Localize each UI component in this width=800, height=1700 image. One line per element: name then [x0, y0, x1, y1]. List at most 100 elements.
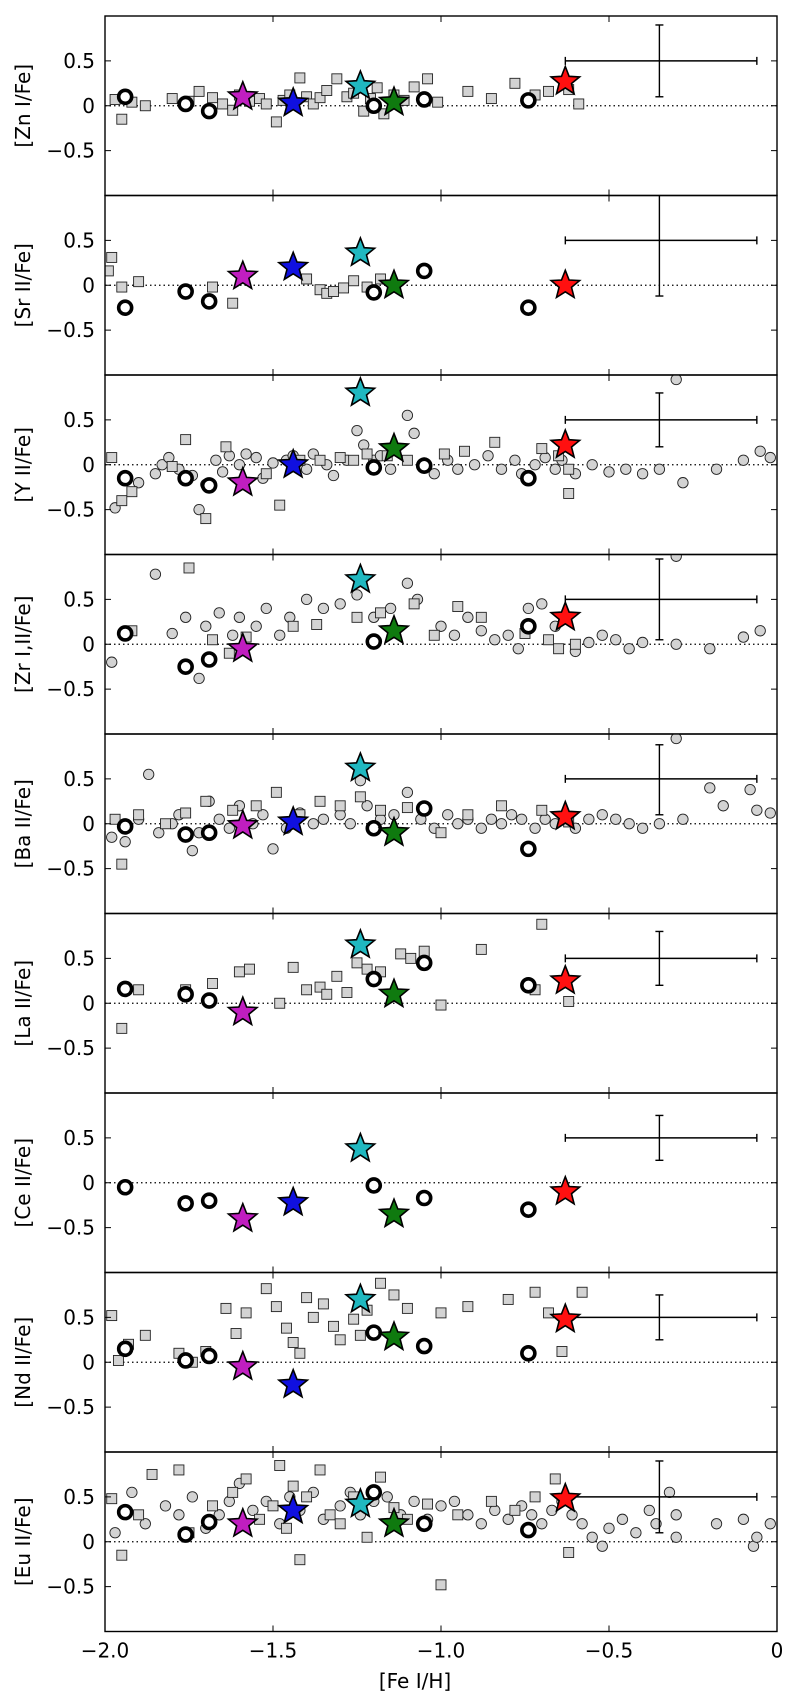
- sample-square: [116, 113, 128, 125]
- sample-circle: [515, 813, 528, 825]
- sample-square: [270, 116, 282, 128]
- y-tick-label: 0: [82, 812, 95, 836]
- star-green-marker: [377, 1197, 411, 1229]
- sample-square: [401, 802, 413, 814]
- sample-circle: [704, 782, 716, 794]
- sample-square: [422, 73, 434, 85]
- sample-circle: [240, 448, 252, 460]
- panel-frame: [104, 1092, 778, 1274]
- star-red-marker: [549, 268, 582, 300]
- star-magenta-marker: [226, 808, 260, 840]
- sample-circle: [596, 1540, 608, 1552]
- sample-circle: [119, 836, 131, 848]
- y-axis-label: [La II/Fe]: [11, 960, 35, 1047]
- program-star-circle: [520, 1344, 537, 1362]
- y-tick-label: 0.5: [63, 228, 95, 252]
- sample-circle: [764, 807, 776, 819]
- sample-square: [180, 434, 192, 446]
- sample-square: [116, 281, 128, 293]
- panel-data: [106, 375, 776, 525]
- sample-square: [294, 72, 306, 84]
- sample-circle: [737, 631, 750, 643]
- star-magenta-marker: [226, 995, 260, 1027]
- sample-square: [408, 598, 420, 610]
- sample-square: [294, 1554, 306, 1566]
- sample-circle: [475, 625, 487, 637]
- program-star-circle: [520, 617, 537, 635]
- sample-circle: [126, 1486, 138, 1499]
- y-tick-label: −0.5: [46, 498, 95, 522]
- sample-circle: [670, 1531, 682, 1543]
- sample-square: [489, 436, 501, 448]
- sample-square: [166, 461, 178, 472]
- program-star-circle: [520, 469, 537, 487]
- sample-circle: [744, 783, 756, 796]
- program-star-circle: [520, 976, 537, 994]
- sample-square: [314, 981, 326, 993]
- sample-square: [354, 1329, 366, 1341]
- sample-square: [331, 970, 343, 982]
- sample-circle: [452, 463, 464, 475]
- program-star-circle: [520, 1201, 537, 1218]
- star-blue-marker: [276, 1185, 310, 1217]
- program-star-circle: [365, 633, 383, 650]
- program-star-circle: [116, 1340, 134, 1358]
- x-tick-label: −2.0: [81, 1639, 130, 1663]
- sample-circle: [267, 457, 279, 469]
- sample-circle: [351, 589, 363, 601]
- y-axis-label: [Zn I/Fe]: [11, 64, 35, 148]
- sample-circle: [260, 602, 272, 614]
- program-star-circle: [116, 299, 134, 316]
- sample-circle: [653, 463, 666, 475]
- sample-square: [435, 1579, 447, 1591]
- sample-square: [314, 1464, 326, 1476]
- sample-square: [321, 85, 333, 96]
- y-tick-label: −0.5: [46, 1575, 95, 1599]
- sample-circle: [636, 822, 649, 834]
- star-green-marker: [377, 85, 411, 117]
- sample-square: [106, 1493, 118, 1505]
- panel-data: [105, 195, 758, 316]
- sample-square: [371, 82, 383, 94]
- star-blue-marker: [276, 1367, 310, 1399]
- sample-square: [317, 1298, 329, 1310]
- panel-data: [106, 554, 766, 685]
- sample-square: [543, 634, 554, 646]
- sample-square: [361, 448, 373, 460]
- sample-square: [435, 1307, 447, 1319]
- sample-circle: [200, 620, 212, 632]
- sample-square: [361, 963, 373, 975]
- sample-circle: [223, 822, 235, 834]
- x-tick-label: −1.5: [249, 1639, 298, 1663]
- program-star-circle: [200, 477, 218, 494]
- sample-square: [106, 452, 118, 464]
- sample-circle: [106, 831, 118, 843]
- y-axis-label: [Zr I,II/Fe]: [11, 596, 35, 693]
- program-star-circle: [177, 1526, 194, 1543]
- sample-square: [496, 800, 507, 812]
- star-cyan-marker: [343, 927, 377, 959]
- sample-circle: [636, 636, 649, 649]
- star-cyan-marker: [344, 68, 377, 100]
- star-red-marker: [549, 600, 582, 632]
- y-tick-label: 0.5: [63, 767, 95, 791]
- sample-square: [287, 961, 299, 973]
- y-tick-label: 0.5: [63, 1305, 95, 1329]
- sample-square: [274, 997, 286, 1009]
- program-star-circle: [200, 102, 218, 120]
- star-cyan-marker: [344, 1131, 377, 1163]
- sample-square: [375, 607, 386, 619]
- sample-square: [509, 1504, 521, 1516]
- sample-square: [200, 795, 212, 807]
- sample-circle: [317, 813, 330, 825]
- sample-square: [563, 488, 575, 499]
- program-star-circle: [177, 1195, 194, 1212]
- star-magenta-marker: [226, 465, 260, 497]
- sample-circle: [233, 459, 246, 471]
- sample-circle: [247, 1504, 259, 1516]
- sample-circle: [452, 818, 464, 830]
- sample-circle: [670, 638, 682, 650]
- sample-square: [543, 1307, 554, 1319]
- program-star-circle: [520, 92, 537, 109]
- panel-frame: [104, 194, 778, 376]
